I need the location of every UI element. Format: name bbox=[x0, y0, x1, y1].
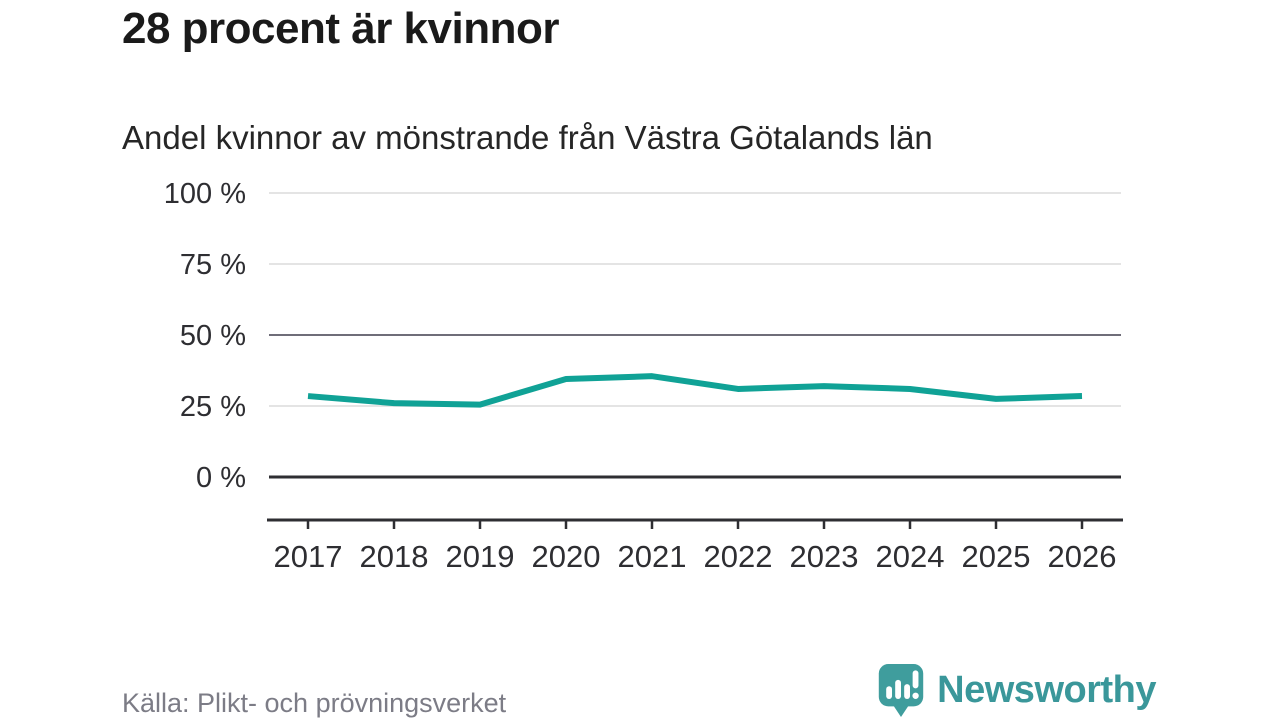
y-tick-label: 0 % bbox=[196, 462, 246, 494]
y-tick-label: 50 % bbox=[180, 320, 246, 352]
y-tick-label: 75 % bbox=[180, 249, 246, 281]
source-note: Källa: Plikt- och prövningsverket bbox=[122, 688, 507, 718]
y-tick-label: 100 % bbox=[164, 178, 246, 210]
newsworthy-logo: Newsworthy bbox=[875, 663, 1156, 718]
x-tick-label: 2023 bbox=[790, 539, 859, 574]
x-tick-label: 2018 bbox=[360, 539, 429, 574]
x-tick-label: 2025 bbox=[962, 539, 1031, 574]
bar-chart-speech-bubble-icon bbox=[878, 664, 924, 717]
x-tick-label: 2024 bbox=[876, 539, 945, 574]
x-tick-label: 2026 bbox=[1048, 539, 1117, 574]
x-tick-label: 2019 bbox=[446, 539, 515, 574]
chart-subtitle: Andel kvinnor av mönstrande från Västra … bbox=[122, 119, 933, 156]
x-tick-label: 2022 bbox=[704, 539, 773, 574]
chart-title: 28 procent är kvinnor bbox=[122, 4, 559, 53]
y-tick-label: 25 % bbox=[180, 391, 246, 423]
x-tick-label: 2017 bbox=[274, 539, 343, 574]
data-series-line bbox=[307, 373, 1083, 408]
newsworthy-wordmark: Newsworthy bbox=[937, 669, 1156, 711]
x-tick-label: 2021 bbox=[618, 539, 687, 574]
line-chart-canvas: 0 % 25 % 50 % 75 % 100 % 2017 2018 2019 2020 2021… bbox=[164, 178, 1123, 574]
x-tick-label: 2020 bbox=[532, 539, 601, 574]
